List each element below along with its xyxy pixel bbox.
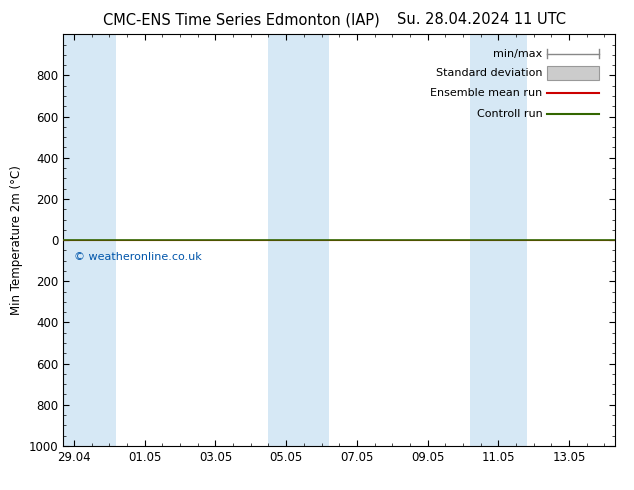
Bar [63,34,117,446]
Bar [470,34,527,446]
Bar [268,34,328,446]
Text: CMC-ENS Time Series Edmonton (IAP): CMC-ENS Time Series Edmonton (IAP) [103,12,379,27]
Y-axis label: Min Temperature 2m (°C): Min Temperature 2m (°C) [10,165,23,315]
Text: Su. 28.04.2024 11 UTC: Su. 28.04.2024 11 UTC [398,12,566,27]
Text: © weatheronline.co.uk: © weatheronline.co.uk [74,252,202,263]
